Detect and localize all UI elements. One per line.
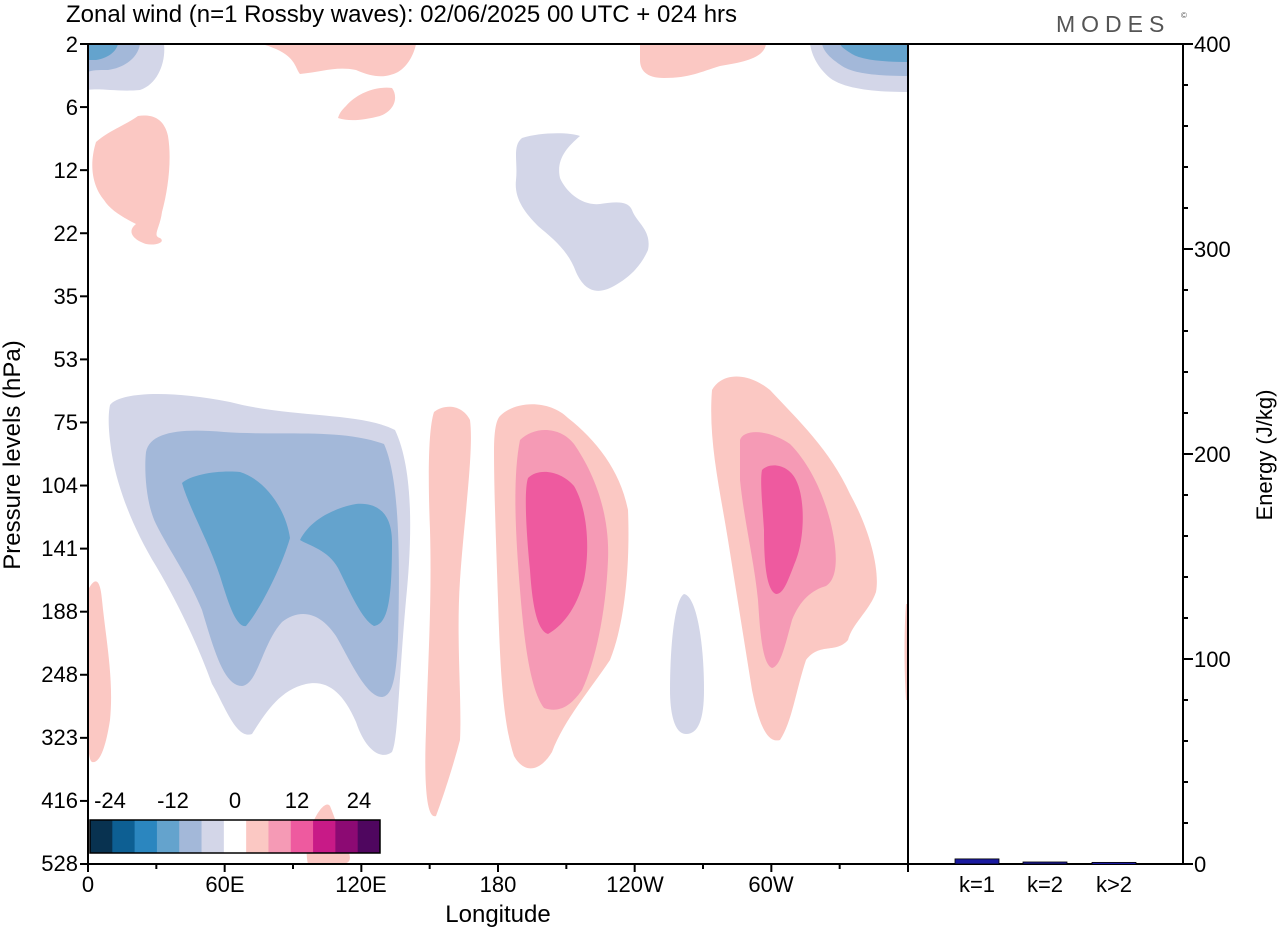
x-axis-label: Longitude [445, 901, 550, 928]
pressure-tick-label: 53 [54, 347, 78, 372]
colorbar-label-12: 12 [285, 788, 309, 813]
colorbar-swatch [246, 820, 269, 853]
energy-category-label: k=1 [959, 872, 995, 897]
positive-wave-west-dark [525, 471, 588, 634]
longitude-tick-label: 60E [205, 872, 244, 897]
longitude-tick-label: 180 [480, 872, 517, 897]
brand-mark: © [1181, 11, 1187, 20]
energy-tick-marks [1183, 43, 1193, 865]
pressure-tick-label: 12 [54, 158, 78, 183]
chart-title: Zonal wind (n=1 Rossby waves): 02/06/202… [66, 1, 737, 28]
positive-small-blob [338, 87, 396, 121]
colorbar-swatch [112, 820, 136, 853]
positive-left-edge [88, 581, 112, 763]
positive-top-right-center [640, 44, 766, 78]
energy-bar [1091, 861, 1137, 865]
pressure-tick-label: 22 [54, 221, 78, 246]
colorbar-swatch [223, 820, 247, 853]
energy-panel-frame [907, 43, 1184, 865]
positive-wave-east-dark [761, 465, 803, 594]
longitude-tick-label: 0 [82, 872, 94, 897]
pressure-tick-label: 141 [41, 536, 78, 561]
y-axis-label: Pressure levels (hPa) [0, 340, 26, 569]
colorbar-label-neg12: -12 [157, 788, 189, 813]
pressure-tick-label: 2 [66, 32, 78, 57]
longitude-tick-label: 120W [606, 872, 664, 897]
colorbar-frame [89, 819, 381, 854]
energy-tick-label: 0 [1194, 852, 1206, 877]
longitude-tick-marks [87, 864, 909, 872]
colorbar-swatch [313, 820, 336, 853]
colorbar-labels: -24 -12 0 12 24 [94, 788, 371, 813]
pressure-tick-label: 35 [54, 284, 78, 309]
longitude-tick-label: 120E [335, 872, 386, 897]
colorbar-swatch [134, 820, 158, 853]
colorbar-swatch [156, 820, 180, 853]
energy-tick-label: 400 [1194, 32, 1231, 57]
negative-upper-blob [515, 133, 649, 291]
pressure-tick-label: 528 [41, 851, 78, 876]
colorbar-swatch [90, 820, 113, 853]
pressure-tick-label: 75 [54, 410, 78, 435]
colorbar [89, 819, 381, 854]
pressure-tick-label: 416 [41, 788, 78, 813]
pressure-tick-label: 188 [41, 599, 78, 624]
colorbar-swatch [201, 820, 225, 853]
pressure-tick-marks [80, 43, 88, 865]
zonal-wind-contours [88, 44, 908, 864]
brand-text: MODES [1056, 11, 1170, 37]
negative-top-left-dark [88, 44, 118, 60]
negative-top-right-dark [840, 44, 908, 62]
energy-tick-labels: 0 100 200 300 400 [1194, 32, 1231, 877]
pressure-tick-labels: 2 6 12 22 35 53 75 104 141 188 248 323 4… [41, 32, 78, 876]
energy-tick-label: 100 [1194, 647, 1231, 672]
energy-tick-label: 300 [1194, 237, 1231, 262]
negative-contour-dark [182, 471, 392, 627]
longitude-tick-label: 60W [748, 872, 793, 897]
colorbar-label-24: 24 [347, 788, 371, 813]
colorbar-swatch [290, 820, 314, 853]
energy-bar [1022, 861, 1068, 865]
energy-axis-label: Energy (J/kg) [1252, 390, 1277, 521]
colorbar-swatch [179, 820, 203, 853]
energy-bars [954, 858, 1137, 865]
pressure-tick-label: 6 [66, 95, 78, 120]
pressure-tick-label: 248 [41, 662, 78, 687]
colorbar-label-zero: 0 [229, 788, 241, 813]
colorbar-swatch [335, 820, 359, 853]
colorbar-swatch [268, 820, 292, 853]
positive-upper-left [92, 115, 170, 245]
positive-top-center [262, 44, 416, 77]
colorbar-swatch [357, 820, 381, 853]
longitude-tick-labels: 0 60E 120E 180 120W 60W [82, 872, 794, 897]
energy-category-label: k>2 [1096, 872, 1132, 897]
energy-category-label: k=2 [1027, 872, 1063, 897]
modes-logo: MODES © [1056, 11, 1187, 37]
pressure-tick-label: 104 [41, 473, 78, 498]
energy-tick-label: 200 [1194, 442, 1231, 467]
energy-bar [954, 858, 1000, 865]
positive-column-155e [425, 406, 471, 817]
energy-category-labels: k=1 k=2 k>2 [959, 872, 1132, 897]
negative-narrow-column [670, 594, 704, 734]
colorbar-label-neg24: -24 [94, 788, 126, 813]
pressure-tick-label: 323 [41, 725, 78, 750]
